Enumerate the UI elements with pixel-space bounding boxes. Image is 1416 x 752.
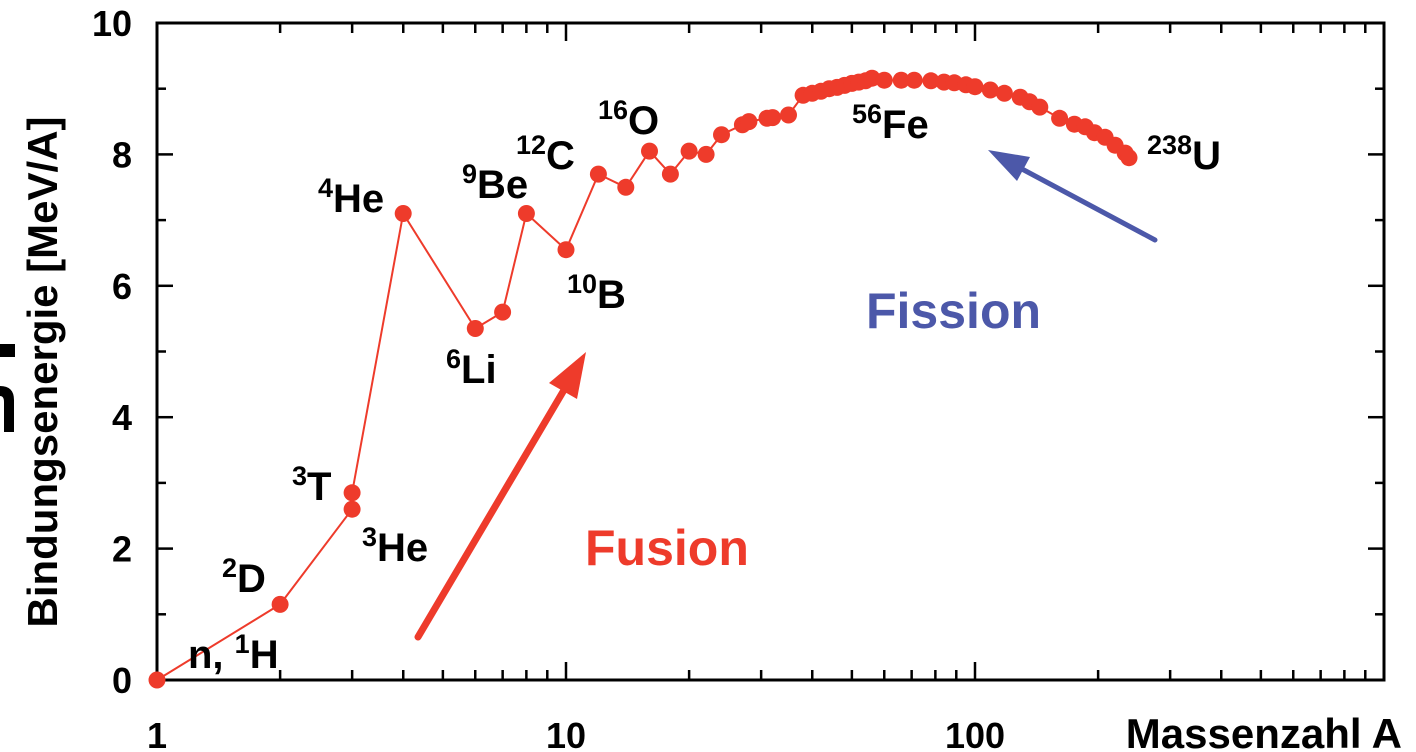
label-mass-number: 6 — [446, 344, 461, 374]
tick-labels: 0 2 4 6 8 10 1 10 100 — [92, 3, 1005, 752]
data-point — [892, 71, 910, 89]
data-point — [343, 484, 361, 502]
data-point — [271, 595, 289, 613]
label-he4: 4He — [318, 173, 384, 221]
label-mass-number: 12 — [516, 130, 546, 160]
label-be9: 9Be — [462, 159, 528, 207]
data-point — [680, 142, 698, 160]
data-point — [1120, 149, 1138, 167]
series-group — [148, 69, 1138, 689]
data-point — [740, 113, 758, 131]
y-tick-label: 6 — [112, 266, 132, 307]
label-mass-number: 16 — [598, 95, 628, 125]
label-element: O — [628, 99, 659, 143]
label-element: He — [377, 526, 428, 570]
label-element: Li — [461, 348, 497, 392]
fission-arrow — [988, 150, 1158, 243]
label-mass-number: 1 — [235, 629, 250, 659]
label-mass-number: 2 — [222, 553, 237, 583]
data-point — [1031, 98, 1049, 116]
label-mass-number: 3 — [362, 522, 377, 552]
fission-label: Fission — [866, 283, 1041, 339]
label-mass-number: 3 — [292, 461, 307, 491]
data-point — [995, 84, 1013, 102]
data-point — [641, 142, 658, 160]
label-fe56: 56Fe — [852, 99, 929, 147]
fusion-arrow-head — [549, 352, 586, 399]
label-t3: 3T — [292, 461, 331, 509]
label-c12: 12C — [516, 130, 575, 178]
data-point — [557, 241, 575, 259]
axis-ticks — [155, 21, 1384, 682]
y-tick-label: 2 — [112, 529, 132, 570]
y-tick-label: 4 — [112, 397, 132, 438]
data-point — [764, 109, 782, 127]
data-point — [875, 71, 893, 89]
data-point — [981, 81, 999, 99]
series-line — [156, 77, 1130, 681]
data-point — [517, 205, 535, 222]
y-tick-label: 8 — [112, 134, 132, 175]
cropped-edge-mark — [0, 344, 15, 432]
data-point — [394, 205, 412, 222]
label-li6: 6Li — [446, 344, 497, 392]
y-tick-label: 0 — [112, 660, 132, 701]
label-prefix: n, — [188, 633, 235, 677]
y-tick-label: 10 — [92, 3, 132, 44]
label-he3: 3He — [362, 522, 428, 570]
label-n-h1: n, 1H — [188, 629, 279, 677]
x-axis-label: Massenzahl A — [1126, 710, 1402, 752]
fusion-arrow-shaft — [414, 386, 568, 641]
data-point — [661, 165, 679, 183]
fission-arrow-head — [988, 150, 1030, 181]
label-mass-number: 4 — [318, 173, 333, 203]
label-element: B — [597, 273, 626, 317]
label-element: T — [307, 465, 331, 509]
data-point — [713, 126, 730, 144]
label-element: Fe — [882, 103, 929, 147]
label-o16: 16O — [598, 95, 659, 143]
fusion-label: Fusion — [585, 520, 749, 576]
data-point — [905, 71, 923, 89]
label-u238: 238U — [1147, 130, 1221, 178]
data-point — [922, 72, 940, 90]
label-mass-number: 10 — [567, 269, 597, 299]
label-element: U — [1192, 134, 1221, 178]
fission-arrow-shaft — [1019, 166, 1158, 243]
data-point — [148, 671, 166, 689]
data-point — [966, 78, 984, 96]
label-element: He — [333, 177, 384, 221]
label-element: Be — [477, 163, 528, 207]
label-element: D — [237, 557, 266, 601]
y-axis-label: Bindungsenergie [MeV/A] — [19, 116, 66, 627]
label-d2: 2D — [222, 553, 266, 601]
data-point — [780, 106, 797, 124]
data-point — [589, 165, 607, 183]
data-point — [1051, 109, 1069, 127]
fusion-arrow — [414, 352, 586, 641]
label-mass-number: 238 — [1147, 130, 1192, 160]
data-point — [466, 320, 484, 337]
data-point — [343, 500, 361, 518]
x-tick-label: 10 — [546, 715, 586, 752]
label-element: C — [546, 134, 575, 178]
data-point — [697, 145, 715, 163]
data-point — [617, 178, 635, 196]
label-mass-number: 9 — [462, 159, 477, 189]
x-tick-label: 100 — [945, 715, 1005, 752]
x-tick-label: 1 — [147, 715, 167, 752]
label-b10: 10B — [567, 269, 626, 317]
data-point — [494, 303, 512, 321]
label-element: H — [250, 633, 279, 677]
label-mass-number: 56 — [852, 99, 882, 129]
